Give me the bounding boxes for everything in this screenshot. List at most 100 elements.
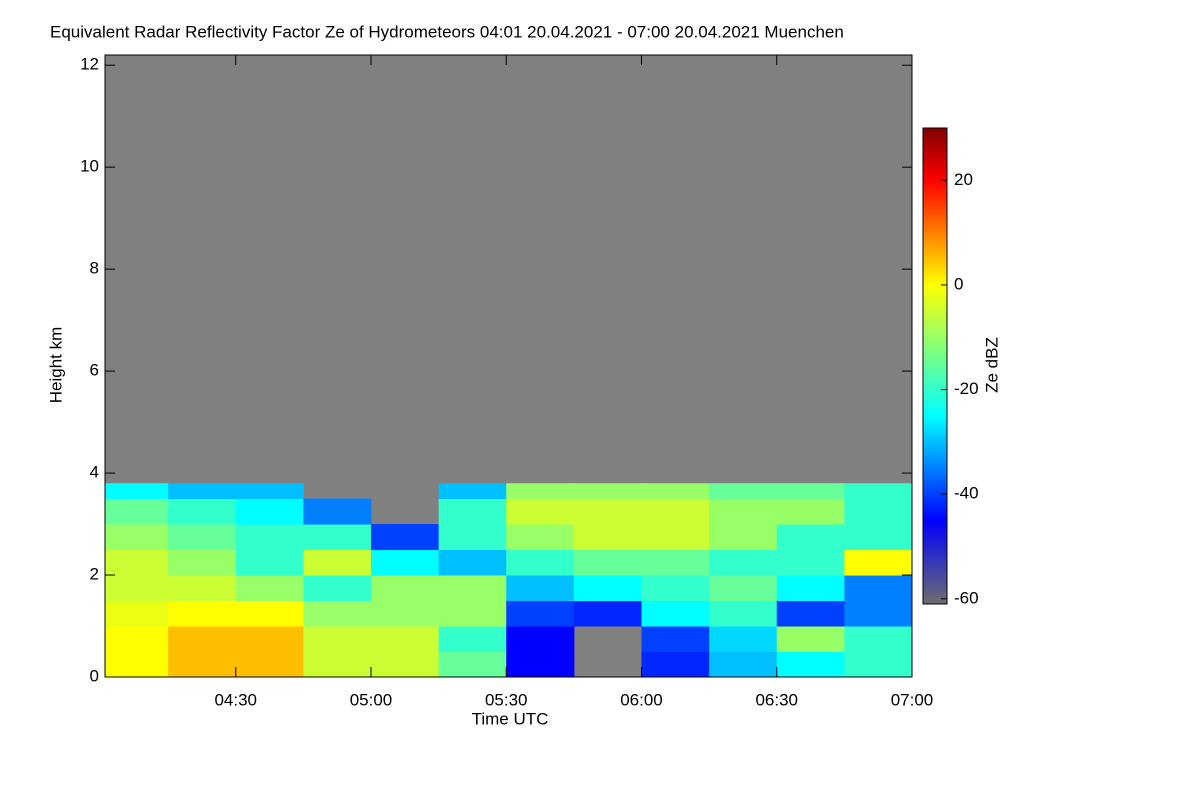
heatmap-cell — [303, 626, 372, 653]
x-tick-label: 05:30 — [485, 690, 528, 709]
y-tick-label: 12 — [80, 55, 99, 74]
heatmap-cell — [370, 600, 440, 627]
heatmap-cell — [506, 651, 575, 678]
heatmap-cell — [844, 549, 913, 576]
heatmap-cell — [168, 575, 237, 602]
heatmap-cell — [776, 651, 845, 678]
heatmap-cell — [709, 651, 778, 678]
heatmap-cell — [235, 524, 304, 551]
y-tick-label: 2 — [90, 565, 99, 584]
heatmap-cell — [776, 524, 845, 551]
heatmap-cell — [235, 549, 304, 576]
heatmap-cell — [105, 483, 169, 500]
heatmap-cell — [573, 600, 642, 627]
heatmap-cell — [303, 524, 372, 551]
heatmap-cell — [641, 651, 710, 678]
heatmap-cell — [438, 549, 507, 576]
heatmap-cell — [105, 651, 169, 678]
x-axis-label: Time UTC — [472, 709, 549, 728]
x-tick-label: 04:30 — [214, 690, 257, 709]
heatmap-cell — [641, 575, 710, 602]
heatmap-cell — [709, 524, 778, 551]
heatmap-cell — [438, 498, 507, 525]
heatmap-cell — [438, 483, 507, 500]
colorbar-label: Ze dBZ — [982, 337, 1001, 393]
heatmap-cell — [438, 600, 507, 627]
heatmap-cell — [844, 575, 913, 602]
heatmap-cell — [235, 498, 304, 525]
y-tick-label: 4 — [90, 463, 99, 482]
heatmap-cell — [105, 498, 169, 525]
heatmap-cell — [641, 483, 710, 500]
heatmap-cell — [438, 524, 507, 551]
heatmap-cell — [506, 575, 575, 602]
heatmap-cell — [641, 498, 710, 525]
colorbar-tick-label: -40 — [954, 484, 979, 503]
heatmap-cell — [506, 600, 575, 627]
heatmap-cell — [303, 651, 372, 678]
heatmap-cell — [168, 498, 237, 525]
heatmap-cell — [641, 549, 710, 576]
heatmap-cell — [506, 524, 575, 551]
heatmap-cell — [641, 524, 710, 551]
heatmap-cell — [844, 600, 913, 627]
heatmap-cell — [438, 651, 507, 678]
heatmap-cell — [235, 651, 304, 678]
heatmap-cell — [438, 626, 507, 653]
heatmap-cell — [573, 498, 642, 525]
heatmap-cell — [776, 549, 845, 576]
heatmap-cell — [438, 575, 507, 602]
heatmap-cell — [370, 626, 440, 653]
y-tick-label: 8 — [90, 259, 99, 278]
y-tick-label: 10 — [80, 157, 99, 176]
heatmap-cell — [105, 600, 169, 627]
heatmap-cell — [709, 626, 778, 653]
heatmap-cell — [776, 483, 845, 500]
heatmap-cell — [844, 651, 913, 678]
heatmap-cell — [844, 524, 913, 551]
heatmap-cell — [506, 626, 575, 653]
heatmap-cell — [235, 483, 304, 500]
heatmap-cell — [105, 524, 169, 551]
heatmap-cell — [709, 600, 778, 627]
heatmap-cell — [506, 483, 575, 500]
heatmap-cell — [105, 549, 169, 576]
colorbar-tick-label: -20 — [954, 379, 979, 398]
heatmap-cell — [168, 483, 237, 500]
heatmap-cell — [709, 575, 778, 602]
heatmap-cell — [573, 549, 642, 576]
heatmap-cell — [709, 498, 778, 525]
heatmap-cell — [370, 524, 440, 551]
heatmap-cell — [573, 524, 642, 551]
chart-title: Equivalent Radar Reflectivity Factor Ze … — [50, 22, 844, 41]
plot-frame — [104, 54, 913, 678]
heatmap-cell — [844, 483, 913, 500]
heatmap-cell — [844, 498, 913, 525]
heatmap-cell — [573, 483, 642, 500]
heatmap-cell — [776, 575, 845, 602]
x-tick-label: 06:30 — [755, 690, 798, 709]
colorbar — [922, 127, 948, 605]
colorbar-tick-label: 0 — [954, 274, 963, 293]
heatmap-cell — [641, 626, 710, 653]
y-tick-label: 0 — [90, 666, 99, 685]
heatmap-cell — [105, 626, 169, 653]
heatmap-cell — [235, 600, 304, 627]
heatmap-cell — [709, 549, 778, 576]
heatmap-cell — [776, 626, 845, 653]
heatmap-cell — [105, 575, 169, 602]
heatmap-cell — [370, 575, 440, 602]
heatmap-cell — [303, 575, 372, 602]
colorbar-tick-label: 20 — [954, 170, 973, 189]
heatmap-cell — [506, 549, 575, 576]
colorbar-tick-label: -60 — [954, 588, 979, 607]
heatmap-cell — [168, 626, 237, 653]
heatmap-cell — [168, 600, 237, 627]
heatmap-cell — [573, 575, 642, 602]
x-tick-label: 07:00 — [891, 690, 934, 709]
heatmap-cell — [235, 575, 304, 602]
y-axis-label: Height km — [46, 327, 65, 404]
heatmap-cell — [776, 600, 845, 627]
x-tick-label: 06:00 — [620, 690, 663, 709]
